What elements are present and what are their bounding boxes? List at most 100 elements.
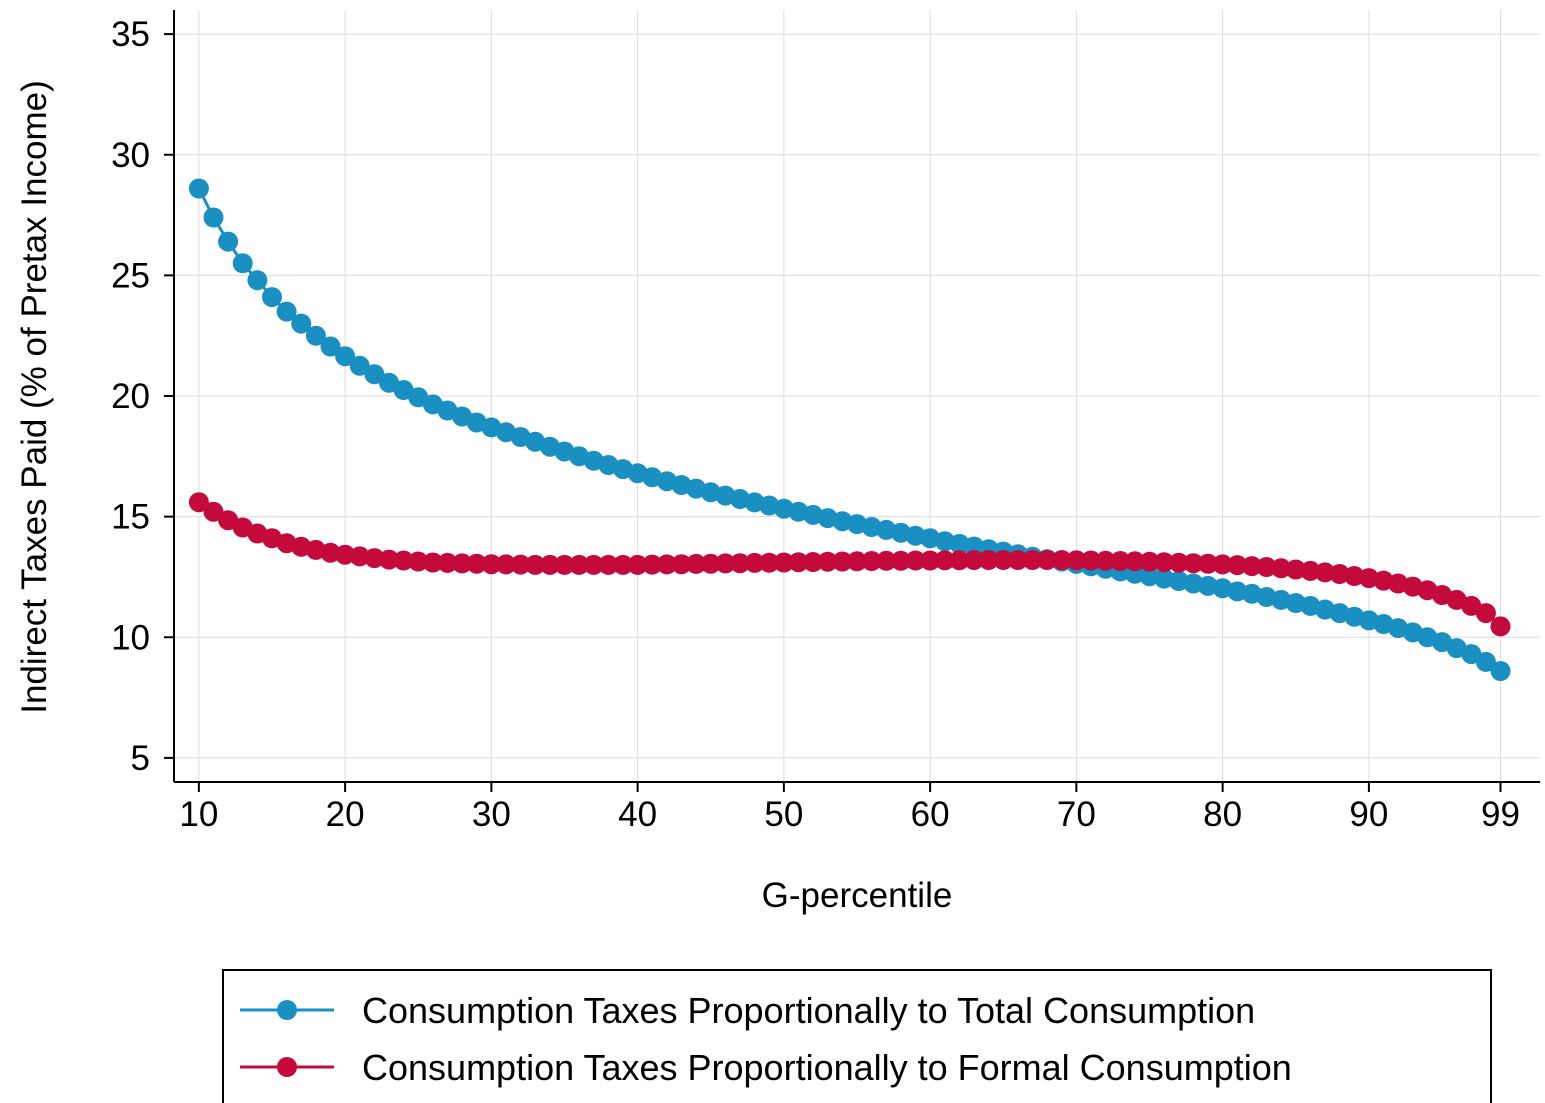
y-tick-label: 25: [111, 256, 150, 295]
data-point: [1051, 550, 1072, 570]
data-point: [525, 554, 546, 575]
data-point: [1037, 550, 1058, 570]
data-point: [1168, 552, 1189, 573]
data-point: [832, 551, 853, 572]
x-tick-label: 99: [1481, 795, 1520, 834]
data-point: [188, 492, 209, 513]
y-tick-label: 20: [111, 377, 150, 416]
x-tick-label: 10: [179, 795, 218, 834]
data-point: [730, 553, 750, 574]
data-point: [847, 551, 867, 572]
data-point: [1066, 550, 1087, 571]
data-point: [1241, 556, 1262, 577]
legend-marker-total: [277, 1000, 297, 1020]
data-point: [379, 549, 399, 570]
x-tick-label: 80: [1203, 795, 1242, 834]
data-point: [349, 355, 370, 376]
data-point: [320, 542, 341, 563]
data-point: [1256, 557, 1277, 577]
data-point: [773, 552, 794, 573]
data-point: [437, 552, 458, 573]
data-point: [1475, 651, 1496, 672]
data-point: [715, 553, 736, 574]
data-point: [1315, 562, 1335, 583]
series-formal: [188, 492, 1511, 637]
x-tick-label: 70: [1057, 795, 1096, 834]
data-point: [1081, 550, 1101, 571]
data-point: [1154, 552, 1175, 573]
data-point: [1300, 560, 1321, 581]
x-tick-label: 90: [1349, 795, 1388, 834]
data-point: [1490, 616, 1511, 637]
data-point: [905, 550, 926, 571]
data-point: [788, 552, 809, 573]
data-point: [1154, 568, 1175, 589]
data-point: [920, 550, 941, 571]
axes: [164, 10, 1540, 792]
data-point: [1139, 551, 1160, 572]
data-point: [466, 553, 487, 574]
data-point: [232, 253, 253, 274]
legend-box: [222, 969, 1492, 1103]
data-point: [1227, 555, 1248, 576]
data-point: [247, 270, 268, 291]
data-point: [978, 550, 999, 570]
data-point: [452, 553, 473, 574]
data-point: [305, 325, 326, 346]
data-point: [276, 301, 297, 322]
y-tick-label: 5: [131, 739, 150, 778]
data-point: [686, 553, 707, 574]
data-point: [1110, 551, 1131, 571]
data-point: [1183, 553, 1204, 574]
data-point: [569, 554, 590, 575]
data-point: [817, 551, 838, 572]
data-point: [1124, 551, 1145, 572]
data-point: [744, 552, 765, 573]
data-point: [554, 554, 575, 575]
data-point: [364, 548, 385, 569]
data-point: [510, 554, 531, 575]
data-point: [408, 551, 429, 572]
data-point: [291, 313, 312, 334]
x-tick-label: 60: [911, 795, 950, 834]
data-point: [393, 550, 414, 571]
data-point: [613, 554, 633, 575]
data-point: [188, 178, 209, 199]
legend-label-total: Consumption Taxes Proportionally to Tota…: [362, 990, 1255, 1031]
data-point: [583, 554, 604, 575]
data-point: [656, 554, 677, 575]
data-point: [1271, 558, 1292, 579]
data-point: [934, 550, 955, 571]
data-point: [890, 550, 911, 571]
data-point: [642, 554, 663, 575]
data-point: [539, 554, 560, 575]
data-point: [1007, 550, 1028, 570]
x-tick-label: 30: [472, 795, 511, 834]
data-point: [949, 550, 970, 571]
data-point: [1212, 554, 1233, 575]
x-tick-label: 20: [326, 795, 365, 834]
legend: Consumption Taxes Proportionally to Tota…: [222, 969, 1492, 1103]
data-point: [964, 550, 984, 570]
series-layer: [188, 178, 1511, 681]
data-point: [1285, 559, 1306, 580]
data-point: [481, 554, 502, 575]
data-point: [803, 552, 824, 572]
data-point: [335, 544, 356, 565]
data-point: [876, 550, 897, 571]
data-point: [598, 554, 619, 575]
data-point: [349, 546, 370, 567]
data-point: [1329, 564, 1350, 584]
data-point: [203, 501, 224, 522]
data-point: [262, 287, 282, 308]
x-tick-label: 40: [618, 795, 657, 834]
data-point: [627, 554, 648, 575]
y-tick-label: 35: [111, 15, 150, 54]
data-point: [1095, 550, 1116, 571]
data-point: [335, 346, 356, 367]
legend-marker-formal: [277, 1057, 297, 1077]
y-tick-label: 30: [111, 136, 150, 175]
data-point: [993, 550, 1014, 570]
y-tick-label: 15: [111, 498, 150, 537]
